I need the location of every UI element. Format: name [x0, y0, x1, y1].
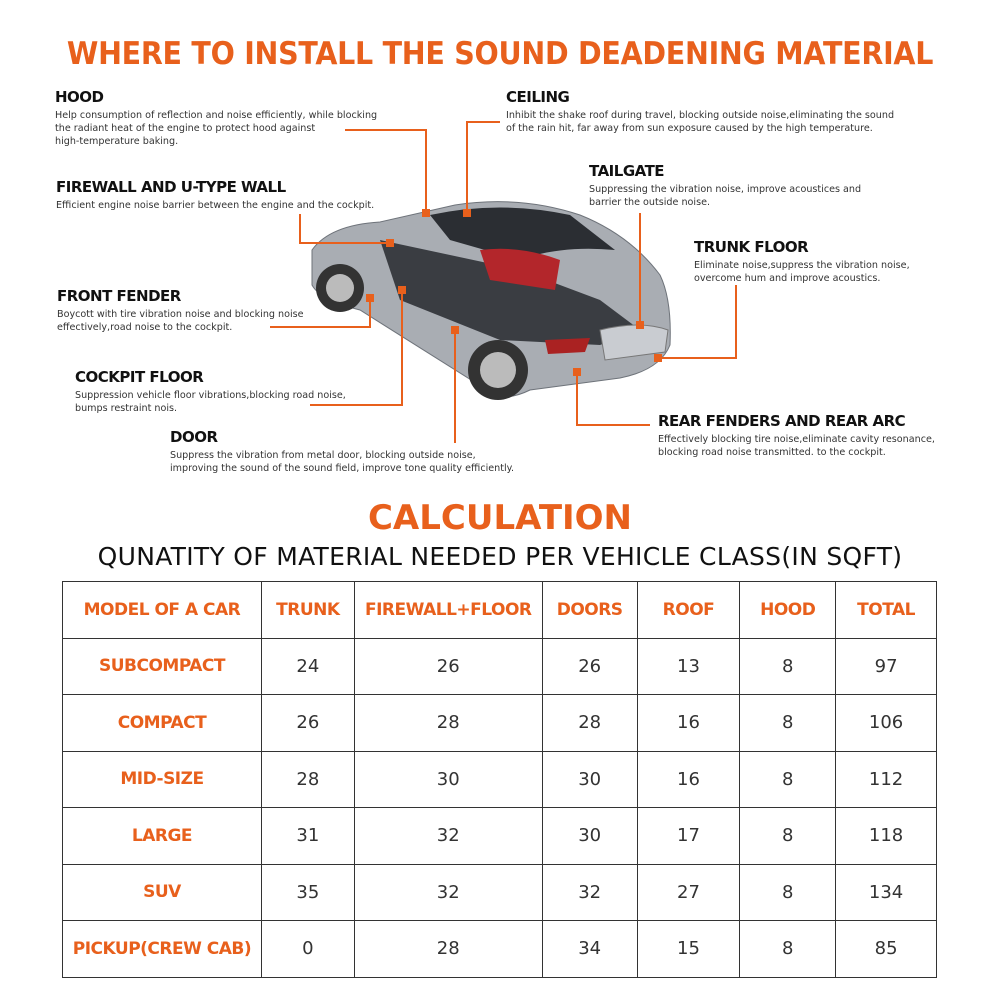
- column-header: ROOF: [636, 581, 741, 639]
- column-header: HOOD: [739, 581, 837, 639]
- value-cell: 32: [353, 807, 543, 865]
- value-cell: 17: [636, 807, 741, 865]
- part-name: FIREWALL AND U-TYPE WALL: [56, 178, 286, 196]
- vehicle-class-cell: COMPACT: [62, 694, 262, 752]
- part-firewall: FIREWALL AND U-TYPE WALL Efficient engine…: [56, 178, 374, 212]
- part-name: TRUNK FLOOR: [694, 238, 809, 256]
- part-description: Efficient engine noise barrier between t…: [56, 200, 375, 211]
- value-cell: 28: [353, 694, 543, 752]
- value-cell: 0: [260, 920, 355, 978]
- part-description: Inhibit the shake roof during travel, bl…: [506, 110, 895, 134]
- value-cell: 97: [835, 637, 937, 695]
- column-header: TRUNK: [260, 581, 355, 639]
- value-cell: 24: [260, 637, 355, 695]
- value-cell: 8: [739, 863, 837, 921]
- value-cell: 8: [739, 637, 837, 695]
- value-cell: 30: [353, 750, 543, 808]
- value-cell: 30: [541, 807, 638, 865]
- value-cell: 32: [353, 863, 543, 921]
- part-description: Suppress the vibration from metal door, …: [170, 450, 515, 474]
- value-cell: 32: [541, 863, 638, 921]
- value-cell: 8: [739, 920, 837, 978]
- value-cell: 8: [739, 807, 837, 865]
- part-name: REAR FENDERS AND REAR ARC: [658, 412, 906, 430]
- value-cell: 26: [260, 694, 355, 752]
- calculation-subtitle: QUNATITY OF MATERIAL NEEDED PER VEHICLE …: [97, 542, 903, 571]
- column-header: TOTAL: [835, 581, 937, 639]
- material-table: MODEL OF A CAR TRUNK FIREWALL+FLOOR DOORS RO…: [62, 581, 937, 978]
- vehicle-class-cell: SUV: [62, 863, 262, 921]
- value-cell: 8: [739, 750, 837, 808]
- part-description: Suppression vehicle floor vibrations,blo…: [75, 390, 346, 414]
- value-cell: 15: [636, 920, 741, 978]
- value-cell: 134: [835, 863, 937, 921]
- column-header: MODEL OF A CAR: [62, 581, 262, 639]
- part-rear-fenders: REAR FENDERS AND REAR ARC Effectively blo…: [658, 412, 935, 459]
- part-ceiling: CEILING Inhibit the shake roof during tra…: [506, 88, 894, 135]
- part-name: FRONT FENDER: [57, 287, 181, 305]
- part-description: Effectively blocking tire noise,eliminat…: [658, 434, 935, 458]
- value-cell: 34: [541, 920, 638, 978]
- value-cell: 16: [636, 750, 741, 808]
- part-description: Help consumption of reflection and noise…: [55, 110, 378, 147]
- vehicle-class-cell: SUBCOMPACT: [62, 637, 262, 695]
- part-name: DOOR: [170, 428, 218, 446]
- part-cockpit-floor: COCKPIT FLOOR Suppression vehicle floor v…: [75, 368, 346, 415]
- vehicle-class-cell: LARGE: [62, 807, 262, 865]
- part-name: COCKPIT FLOOR: [75, 368, 204, 386]
- value-cell: 112: [835, 750, 937, 808]
- table-row: MID-SIZE 28 30 30 16 8 112: [62, 750, 937, 808]
- table-row: SUBCOMPACT 24 26 26 13 8 97: [62, 637, 937, 695]
- table-row: PICKUP(CREW CAB) 0 28 34 15 8 85: [62, 920, 937, 978]
- part-door: DOOR Suppress the vibration from metal do…: [170, 428, 514, 475]
- value-cell: 28: [260, 750, 355, 808]
- table-header-row: MODEL OF A CAR TRUNK FIREWALL+FLOOR DOORS RO…: [62, 581, 937, 639]
- calculation-title: CALCULATION: [367, 498, 633, 538]
- page-title: WHERE TO INSTALL THE SOUND DEADENING MAT…: [66, 36, 934, 72]
- column-header: FIREWALL+FLOOR: [353, 581, 543, 639]
- leader-lines: [270, 121, 737, 443]
- part-front-fender: FRONT FENDER Boycott with tire vibration …: [57, 287, 304, 334]
- value-cell: 118: [835, 807, 937, 865]
- part-description: Suppressing the vibration noise, improve…: [589, 184, 862, 208]
- part-trunk-floor: TRUNK FLOOR Eliminate noise,suppress the …: [694, 238, 910, 285]
- value-cell: 26: [541, 637, 638, 695]
- part-name: CEILING: [506, 88, 570, 106]
- value-cell: 27: [636, 863, 741, 921]
- table-row: COMPACT 26 28 28 16 8 106: [62, 694, 937, 752]
- value-cell: 30: [541, 750, 638, 808]
- value-cell: 85: [835, 920, 937, 978]
- value-cell: 13: [636, 637, 741, 695]
- value-cell: 106: [835, 694, 937, 752]
- part-description: Eliminate noise,suppress the vibration n…: [694, 260, 910, 284]
- vehicle-class-cell: MID-SIZE: [62, 750, 262, 808]
- value-cell: 16: [636, 694, 741, 752]
- value-cell: 31: [260, 807, 355, 865]
- value-cell: 8: [739, 694, 837, 752]
- marker-squares: [366, 209, 662, 376]
- part-description: Boycott with tire vibration noise and bl…: [57, 309, 304, 333]
- value-cell: 28: [353, 920, 543, 978]
- part-name: HOOD: [55, 88, 104, 106]
- vehicle-class-cell: PICKUP(CREW CAB): [62, 920, 262, 978]
- table-row: LARGE 31 32 30 17 8 118: [62, 807, 937, 865]
- part-tailgate: TAILGATE Suppressing the vibration noise,…: [589, 162, 861, 209]
- value-cell: 35: [260, 863, 355, 921]
- part-name: TAILGATE: [589, 162, 665, 180]
- car-cutaway-illustration: [270, 121, 737, 443]
- part-hood: HOOD Help consumption of reflection and n…: [55, 88, 377, 148]
- value-cell: 28: [541, 694, 638, 752]
- table-row: SUV 35 32 32 27 8 134: [62, 863, 937, 921]
- column-header: DOORS: [541, 581, 638, 639]
- value-cell: 26: [353, 637, 543, 695]
